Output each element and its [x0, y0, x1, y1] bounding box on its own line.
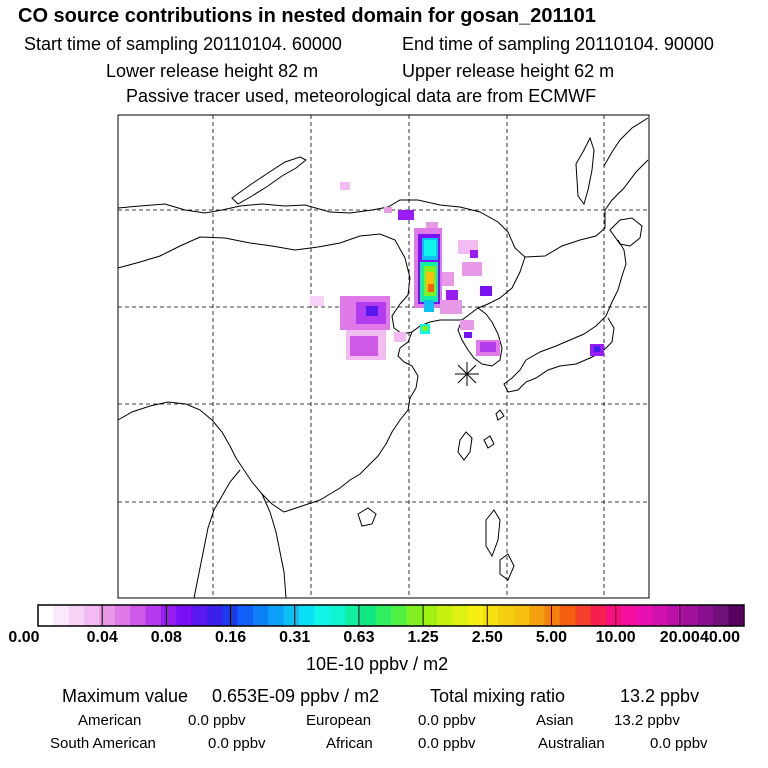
lower-release-height: Lower release height 82 m	[106, 61, 319, 81]
colorbar-swatch	[406, 605, 423, 626]
colorbar-swatch	[667, 605, 684, 626]
region-value: 13.2 ppbv	[614, 712, 680, 729]
colorbar-swatch	[713, 605, 730, 626]
colorbar-swatch	[421, 605, 438, 626]
colorbar-tick-label: 5.00	[535, 629, 568, 646]
colorbar-swatch	[329, 605, 346, 626]
colorbar-swatch	[697, 605, 714, 626]
colorbar-tick-label: 0.16	[214, 629, 247, 646]
colorbar-swatch	[252, 605, 269, 626]
region-name: Australian	[538, 735, 605, 752]
colorbar-swatch	[391, 605, 407, 626]
colorbar-tick-label: 10.00	[595, 629, 636, 646]
colorbar-tick-label: 2.50	[471, 629, 503, 646]
coastlines	[117, 117, 649, 599]
colorbar-unit: 10E-10 ppbv / m2	[306, 654, 449, 674]
colorbar-swatch	[513, 605, 530, 626]
colorbar-swatch	[437, 605, 453, 626]
colorbar-swatch	[68, 605, 85, 626]
colorbar-swatch	[268, 605, 285, 626]
region-value: 0.0 ppbv	[650, 735, 708, 752]
colorbar-tick-label: 1.25	[407, 629, 439, 646]
colorbar-swatch	[544, 605, 561, 626]
colorbar-tick-label: 0.63	[343, 629, 375, 646]
colorbar-swatch	[114, 605, 131, 626]
colorbar-tick-label: 20.00	[659, 629, 700, 646]
colorbar-swatch	[375, 605, 392, 626]
colorbar-tick-label: 0.31	[279, 629, 311, 646]
colorbar-swatch	[298, 605, 315, 626]
colorbar-swatch	[344, 605, 361, 626]
sampling-end: End time of sampling 20110104. 90000	[402, 34, 714, 54]
colorbar-swatch	[559, 605, 576, 626]
region-name: Asian	[536, 712, 574, 729]
colorbar-swatch	[682, 605, 699, 626]
colorbar-swatch	[728, 605, 745, 626]
region-value: 0.0 ppbv	[188, 712, 246, 729]
colorbar-swatch	[237, 605, 254, 626]
tracer-note: Passive tracer used, meteorological data…	[126, 86, 597, 106]
colorbar-swatch	[99, 605, 116, 626]
chart-title: CO source contributions in nested domain…	[18, 5, 596, 27]
total-mixing-label: Total mixing ratio	[430, 686, 566, 706]
colorbar-swatch	[283, 605, 300, 626]
colorbar-swatch	[160, 605, 177, 626]
region-name: European	[306, 712, 372, 729]
colorbar-swatch	[360, 605, 377, 626]
colorbar-swatch	[605, 605, 622, 626]
colorbar-swatch	[206, 605, 223, 626]
sampling-start: Start time of sampling 20110104. 60000	[24, 34, 342, 54]
colorbar-swatch	[529, 605, 545, 626]
map-gridlines	[118, 115, 649, 598]
total-mixing-value: 13.2 ppbv	[620, 686, 700, 706]
region-name: South American	[50, 735, 156, 752]
colorbar-tick-label: 0.08	[150, 629, 182, 646]
colorbar-tick-label: 40.00	[699, 629, 741, 646]
colorbar-swatch	[84, 605, 100, 626]
colorbar-swatch	[636, 605, 653, 626]
region-value: 0.0 ppbv	[418, 712, 476, 729]
colorbar	[37, 604, 745, 627]
colorbar-swatch	[590, 605, 607, 626]
upper-release-height: Upper release height 62 m	[402, 61, 615, 81]
colorbar-tick-label: 0.04	[86, 629, 118, 646]
colorbar-swatch	[651, 605, 668, 626]
colorbar-swatch	[467, 605, 484, 626]
region-value: 0.0 ppbv	[418, 735, 476, 752]
colorbar-swatch	[191, 605, 208, 626]
colorbar-swatch	[130, 605, 146, 626]
colorbar-swatch	[38, 605, 54, 626]
colorbar-swatch	[483, 605, 499, 626]
max-value: 0.653E-09 ppbv / m2	[212, 686, 380, 706]
colorbar-border	[37, 604, 745, 627]
receptor-marker	[455, 362, 479, 386]
colorbar-swatch	[145, 605, 162, 626]
region-name: African	[326, 735, 373, 752]
source-contribution-field	[310, 182, 604, 360]
region-name: American	[78, 712, 142, 729]
colorbar-tick-label: 0.00	[8, 629, 40, 646]
colorbar-swatch	[176, 605, 192, 626]
colorbar-swatch	[314, 605, 331, 626]
colorbar-swatch	[621, 605, 638, 626]
colorbar-swatch	[575, 605, 592, 626]
colorbar-swatch	[452, 605, 469, 626]
colorbar-swatch	[53, 605, 70, 626]
max-value-label: Maximum value	[62, 686, 189, 706]
colorbar-swatch	[498, 605, 515, 626]
region-value: 0.0 ppbv	[208, 735, 266, 752]
